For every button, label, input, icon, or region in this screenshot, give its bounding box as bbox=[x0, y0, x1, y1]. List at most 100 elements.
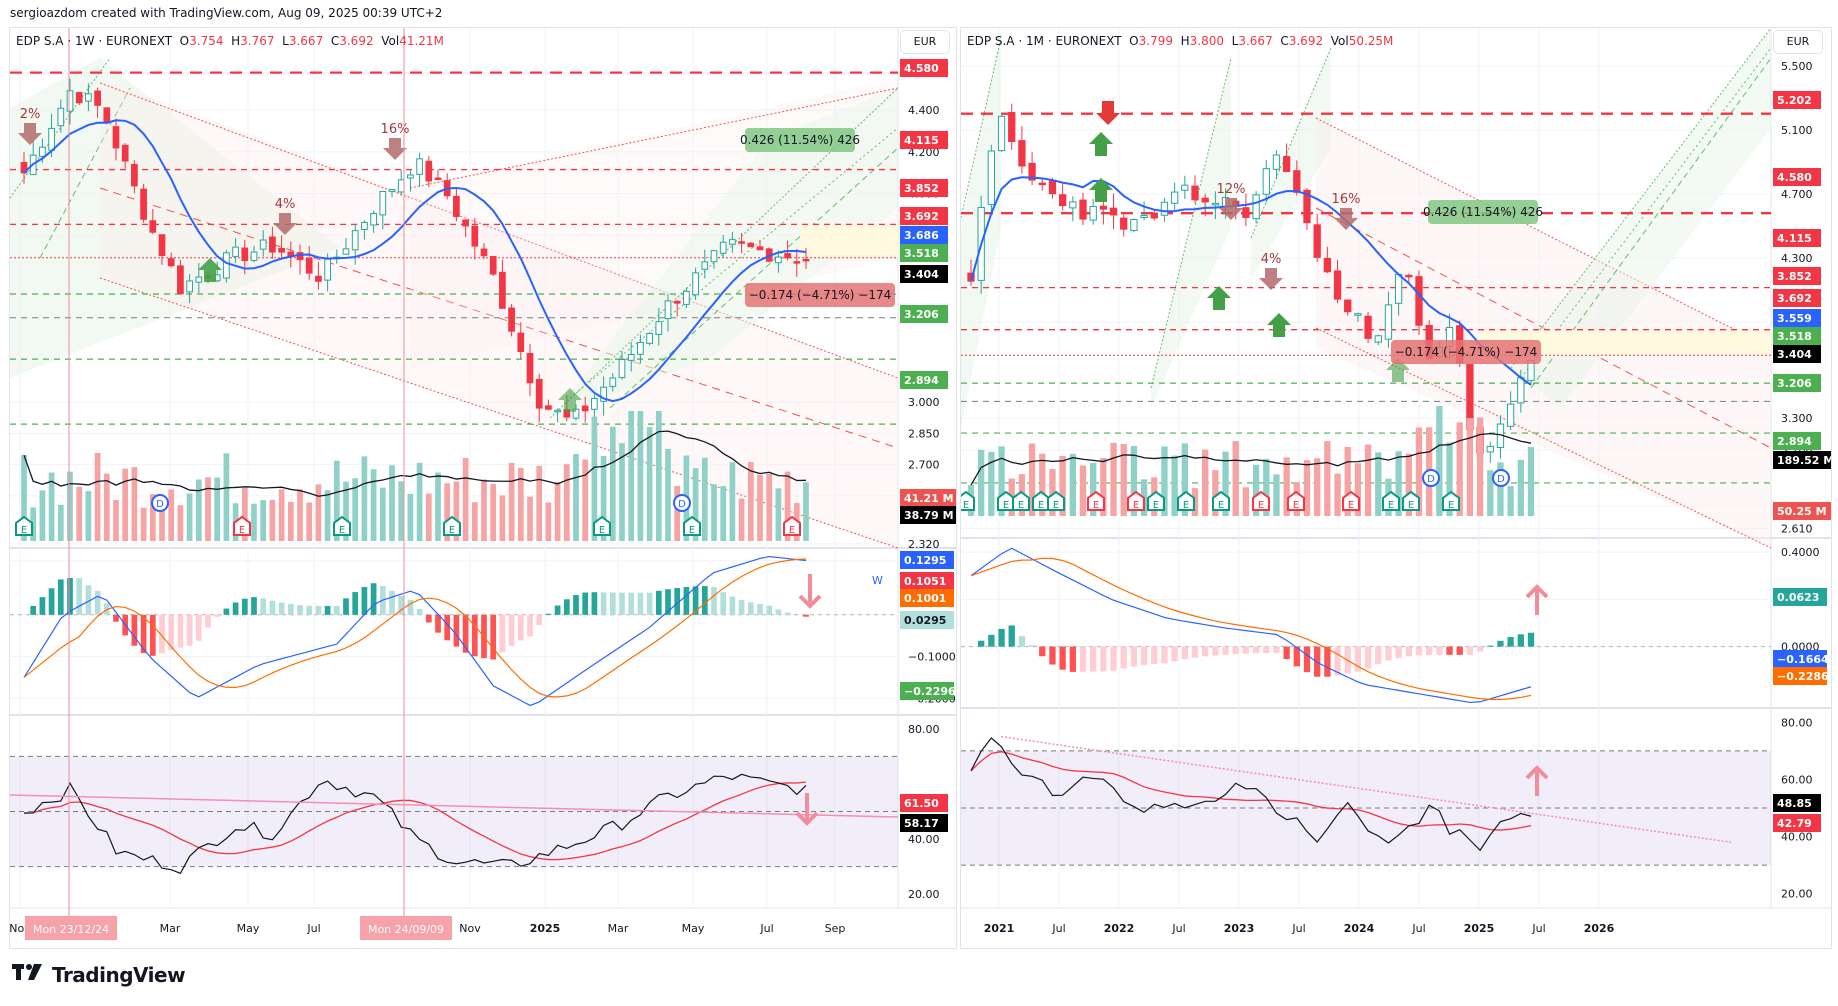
x-axis-label: Jul bbox=[306, 922, 320, 935]
earnings-label: E bbox=[1348, 500, 1354, 511]
earnings-icon bbox=[997, 490, 1015, 511]
volume-bar bbox=[757, 474, 763, 541]
macd-histogram-bar bbox=[757, 603, 763, 615]
volume-bar bbox=[1212, 470, 1219, 516]
volume-bar bbox=[241, 487, 248, 541]
volume-bar bbox=[1364, 444, 1372, 516]
candle-body bbox=[1313, 224, 1321, 258]
close-label: C bbox=[1280, 34, 1289, 48]
down-arrow-icon bbox=[273, 213, 297, 235]
interval-label[interactable]: 1W bbox=[75, 34, 95, 48]
rsi-tick-label: 20.00 bbox=[908, 888, 940, 901]
volume-bar bbox=[435, 472, 441, 541]
macd-histogram-bar bbox=[655, 590, 662, 615]
macd-histogram-bar bbox=[453, 614, 460, 647]
earnings-icon bbox=[1012, 490, 1030, 511]
volume-bar bbox=[168, 489, 175, 541]
volume-bar bbox=[1049, 469, 1056, 516]
rsi-tag-label: 58.17 bbox=[904, 817, 939, 830]
earnings-icon bbox=[1177, 490, 1195, 511]
volume-bar bbox=[1039, 453, 1046, 516]
dividend-label: D bbox=[1497, 474, 1505, 485]
macd-histogram-bar bbox=[1517, 634, 1524, 647]
volume-bar bbox=[1436, 406, 1443, 516]
channel-line bbox=[1315, 117, 1772, 349]
monthly-chart-pane[interactable]: 5.5005.1004.7004.3003.9003.3003.1002.750… bbox=[960, 27, 1832, 949]
price-tag bbox=[900, 59, 948, 77]
currency-button[interactable]: EUR bbox=[900, 30, 950, 54]
percent-annotation: 12% bbox=[1217, 182, 1246, 197]
candle-body bbox=[305, 258, 313, 274]
candle-body bbox=[526, 352, 534, 384]
candle-body bbox=[1344, 299, 1352, 313]
candle-body bbox=[719, 241, 727, 254]
candle-body bbox=[784, 253, 791, 259]
measure-down-box bbox=[745, 283, 895, 307]
x-axis-label: 2026 bbox=[1584, 922, 1615, 935]
rsi-tick-label: 40.00 bbox=[1781, 831, 1813, 844]
candle-body bbox=[20, 161, 28, 174]
price-tag bbox=[1773, 229, 1821, 247]
moving-average-line bbox=[23, 119, 807, 403]
volume-bar bbox=[1324, 441, 1331, 516]
volume-bar bbox=[297, 489, 303, 541]
volume-bar bbox=[582, 459, 589, 541]
candle-body bbox=[738, 241, 745, 244]
volume-bar bbox=[214, 477, 221, 541]
volume-bar bbox=[655, 411, 662, 541]
price-tag-label: 3.518 bbox=[904, 247, 939, 260]
channel-line bbox=[1510, 28, 1772, 369]
date-marker-tag bbox=[25, 916, 117, 940]
candle-body bbox=[1282, 156, 1291, 172]
channel-line bbox=[99, 82, 899, 379]
open-value: 3.754 bbox=[189, 34, 224, 48]
rsi-tick-label: 80.00 bbox=[1781, 716, 1813, 729]
volume-unit: M bbox=[1383, 34, 1394, 48]
candle-body bbox=[48, 127, 55, 151]
interval-label[interactable]: 1M bbox=[1026, 34, 1044, 48]
x-axis-label: Jul bbox=[759, 922, 773, 935]
price-tag bbox=[900, 131, 948, 149]
price-tick-label: 2.700 bbox=[908, 459, 940, 472]
volume-bar bbox=[784, 471, 791, 541]
candle-body bbox=[793, 261, 801, 264]
volume-bar bbox=[1314, 458, 1321, 516]
down-arrow-icon bbox=[1219, 198, 1243, 220]
candle-body bbox=[223, 252, 230, 279]
currency-button[interactable]: EUR bbox=[1773, 30, 1823, 54]
volume-bar bbox=[398, 481, 405, 541]
candle-body bbox=[425, 160, 433, 182]
weekly-chart-canvas[interactable]: 4.4004.2004.0003.8003.0002.8502.7002.550… bbox=[10, 28, 956, 948]
weekly-chart-pane[interactable]: 4.4004.2004.0003.8003.0002.8502.7002.550… bbox=[9, 27, 957, 949]
macd-histogram-bar bbox=[637, 592, 644, 615]
macd-histogram-bar bbox=[988, 634, 995, 647]
price-tag bbox=[900, 265, 948, 283]
earnings-icon bbox=[1252, 490, 1270, 511]
macd-histogram-bar bbox=[1395, 646, 1402, 659]
candle-body bbox=[627, 354, 635, 361]
volume-bar bbox=[988, 451, 995, 516]
macd-histogram-bar bbox=[1527, 632, 1535, 647]
candle-body bbox=[112, 126, 120, 149]
candle-body bbox=[140, 188, 147, 220]
volume-bar bbox=[747, 461, 754, 541]
volume-bar bbox=[1202, 449, 1209, 516]
macd-marker-label: W bbox=[872, 574, 883, 587]
volume-ma-line bbox=[23, 430, 807, 497]
symbol-name[interactable]: EDP S.A bbox=[16, 34, 64, 48]
macd-histogram-bar bbox=[113, 614, 119, 622]
macd-histogram-bar bbox=[1436, 646, 1443, 655]
up-arrow-icon bbox=[558, 388, 582, 412]
earnings-label: E bbox=[789, 525, 795, 536]
earnings-label: E bbox=[1133, 500, 1139, 511]
earnings-icon bbox=[233, 515, 251, 536]
monthly-chart-canvas[interactable]: 5.5005.1004.7004.3003.9003.3003.1002.750… bbox=[961, 28, 1831, 948]
macd-histogram-bar bbox=[775, 609, 782, 615]
volume-label: Vol bbox=[1330, 34, 1349, 48]
symbol-name[interactable]: EDP S.A bbox=[967, 34, 1015, 48]
price-tag-label: 50.25 M bbox=[1777, 505, 1827, 518]
candle-body bbox=[1058, 194, 1067, 207]
macd-tag bbox=[1773, 588, 1827, 606]
tradingview-logo[interactable]: TradingView bbox=[12, 962, 186, 988]
up-arrow-icon bbox=[1089, 178, 1113, 202]
